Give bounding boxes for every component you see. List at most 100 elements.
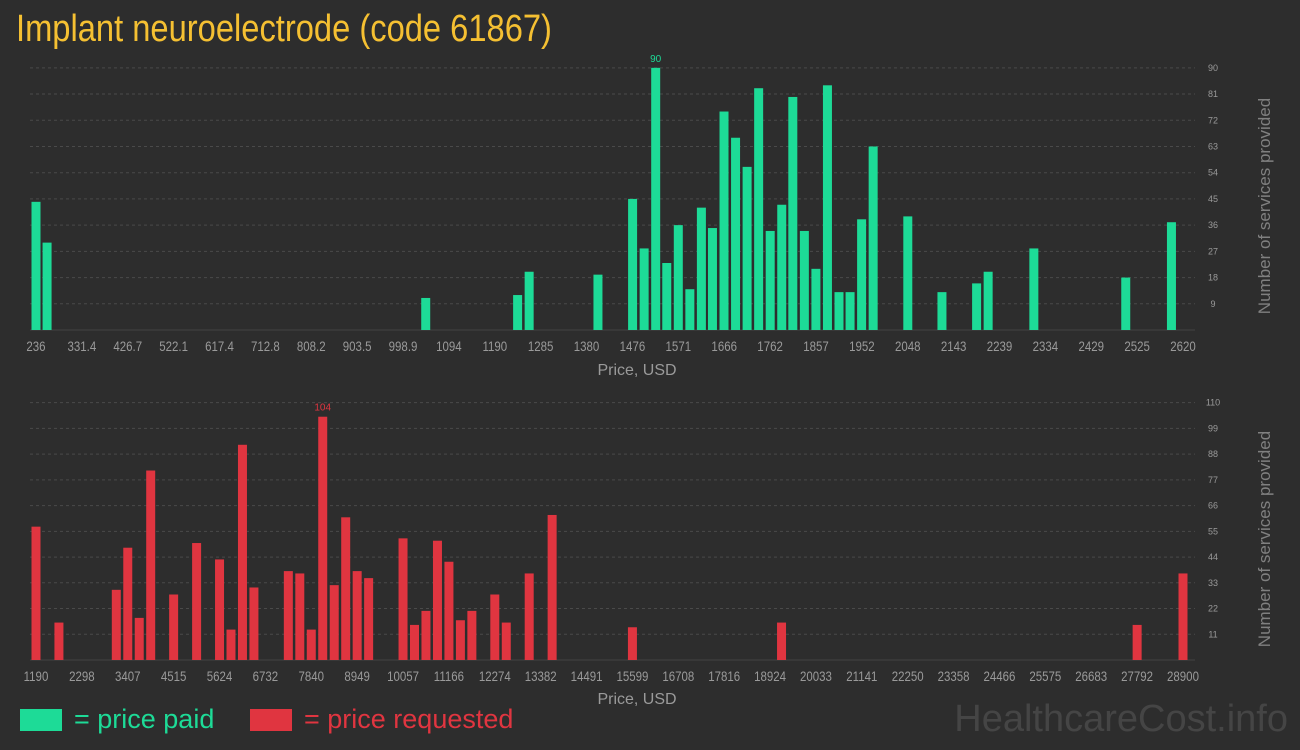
bar (822, 85, 832, 330)
bar (295, 573, 305, 660)
bar (123, 547, 133, 660)
x-tick-label: 27792 (1121, 668, 1153, 684)
y-tick-label: 55 (1208, 526, 1218, 536)
x-tick-label: 18924 (754, 668, 786, 684)
bar (192, 543, 202, 660)
y-tick-label: 54 (1208, 168, 1218, 178)
x-tick-label: 998.9 (389, 338, 418, 354)
bar (1121, 277, 1131, 330)
x-tick-label: 14491 (571, 668, 603, 684)
x-tick-label: 903.5 (343, 338, 372, 354)
bar (111, 589, 121, 660)
y-tick-label: 44 (1208, 552, 1218, 562)
bar (398, 538, 408, 660)
bar (799, 230, 809, 330)
x-tick-label: 4515 (161, 668, 187, 684)
y-tick-label: 45 (1208, 194, 1218, 204)
bar (306, 629, 316, 660)
x-tick-label: 12274 (479, 668, 511, 684)
x-tick-label: 426.7 (113, 338, 142, 354)
bar (937, 292, 947, 330)
bar (169, 594, 179, 660)
x-tick-label: 11166 (434, 668, 464, 684)
bar (593, 274, 603, 330)
bar (421, 297, 431, 330)
x-tick-label: 6732 (253, 668, 279, 684)
x-tick-label: 2429 (1078, 338, 1104, 354)
bar (249, 587, 259, 660)
bar (903, 216, 913, 330)
bar (811, 268, 821, 330)
peak-label: 104 (314, 403, 331, 414)
y-tick-label: 110 (1206, 398, 1220, 408)
bar (283, 571, 293, 660)
bar (662, 263, 672, 330)
bar (673, 225, 683, 330)
peak-label: 90 (650, 54, 662, 65)
price-paid-chart: 9 18 27 36 45 54 63 72 81 90 236 331.4 426.7 522.1 617… (26, 54, 1274, 379)
bar (1166, 222, 1176, 330)
bar (1132, 624, 1142, 660)
price-requested-chart: 11 22 33 44 55 66 77 88 99 110 1190 2298 3407 4515 562… (24, 398, 1274, 708)
bar (972, 283, 982, 330)
x-tick-label: 24466 (984, 668, 1016, 684)
bar (524, 271, 534, 330)
y-tick-label: 36 (1208, 220, 1218, 230)
y-tick-label: 33 (1208, 578, 1218, 588)
bar (765, 230, 775, 330)
x-tick-label: 1380 (574, 338, 600, 354)
x-tick-label: 5624 (207, 668, 233, 684)
x-tick-label: 10057 (387, 668, 419, 684)
y-tick-label: 18 (1208, 273, 1218, 283)
bar (31, 201, 41, 330)
bar (628, 198, 638, 330)
y-tick-label: 66 (1208, 501, 1218, 511)
bar (845, 292, 855, 330)
x-tick-label: 1190 (24, 668, 49, 684)
y-tick-label: 63 (1208, 141, 1218, 151)
legend-paid-label: = price paid (74, 704, 215, 734)
y-tick-label: 27 (1208, 246, 1218, 256)
bar (857, 219, 867, 330)
bar (134, 617, 144, 660)
x-tick-label: 1857 (803, 338, 829, 354)
x-tick-label: 3407 (115, 668, 141, 684)
x-tick-label: 808.2 (297, 338, 326, 354)
x-tick-label: 16708 (662, 668, 694, 684)
x-tick-label: 2334 (1033, 338, 1059, 354)
legend-paid-swatch (20, 708, 62, 731)
y-tick-label: 11 (1208, 629, 1217, 639)
bar (685, 289, 695, 330)
bar (834, 292, 844, 330)
bar (1178, 573, 1188, 660)
legend-requested-label: = price requested (304, 704, 514, 734)
x-tick-label: 15599 (616, 668, 648, 684)
bar (432, 540, 442, 660)
bar (455, 620, 465, 660)
bar (341, 517, 351, 660)
bar (788, 96, 798, 331)
bar (31, 526, 41, 660)
bar (490, 594, 500, 660)
y-axis-label: Number of services provided (1255, 431, 1274, 647)
x-tick-label: 8949 (344, 668, 370, 684)
x-tick-label: 22250 (892, 668, 924, 684)
x-tick-label: 2048 (895, 338, 921, 354)
bar (42, 242, 52, 330)
x-axis-label: Price, USD (597, 691, 676, 708)
x-tick-label: 1952 (849, 338, 875, 354)
bar (547, 514, 557, 660)
x-tick-label: 2525 (1124, 338, 1150, 354)
bar (777, 204, 787, 330)
x-tick-label: 712.8 (251, 338, 280, 354)
y-tick-label: 88 (1208, 449, 1218, 459)
y-axis-label: Number of services provided (1255, 98, 1274, 314)
x-tick-label: 26683 (1075, 668, 1107, 684)
bar (868, 146, 878, 330)
bar (754, 88, 764, 330)
bar (501, 622, 511, 660)
x-tick-label: 1762 (757, 338, 783, 354)
bar (352, 571, 362, 660)
x-tick-label: 617.4 (205, 338, 234, 354)
